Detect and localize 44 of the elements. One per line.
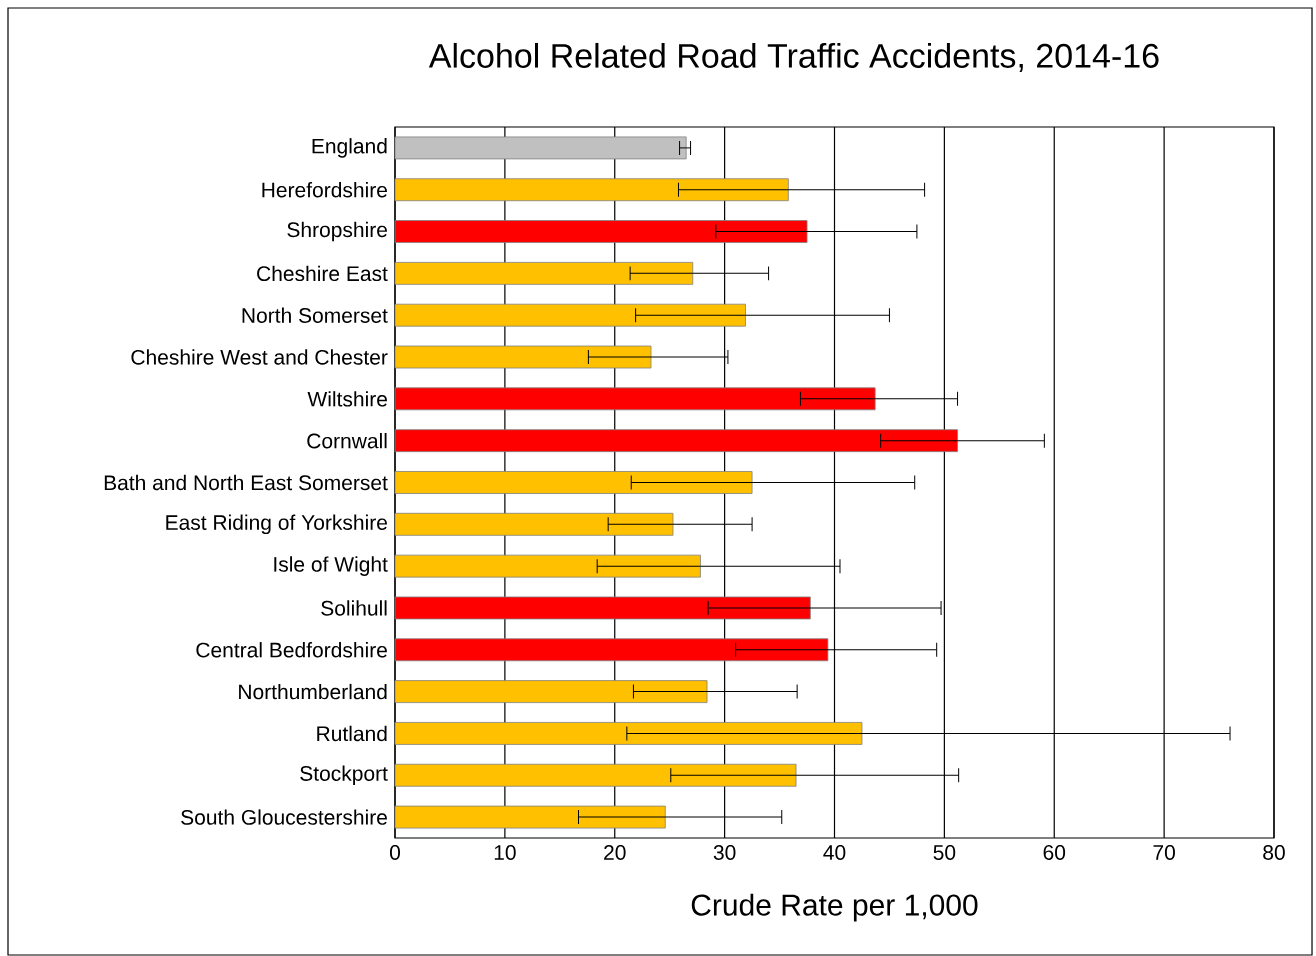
bar xyxy=(394,471,753,494)
x-tick-label: 10 xyxy=(494,845,516,860)
bar xyxy=(394,638,829,662)
y-tick-label: Northumberland xyxy=(239,683,387,700)
y-tick-label: Rutland xyxy=(317,725,387,742)
x-tick-label: 30 xyxy=(713,845,736,860)
bar xyxy=(394,345,652,369)
x-tick-label: 40 xyxy=(823,845,846,860)
x-tick-label: 0 xyxy=(389,845,401,860)
y-tick-label: Central Bedfordshire xyxy=(196,642,387,658)
bar xyxy=(394,512,674,536)
x-tick-label: 20 xyxy=(604,845,626,860)
y-tick-label: Cheshire East xyxy=(257,265,388,282)
y-tick-label: East Riding of Yorkshire xyxy=(166,514,387,535)
bar xyxy=(394,261,694,285)
bar xyxy=(394,805,666,829)
y-tick-label: Solihull xyxy=(321,600,387,616)
x-tick-label: 70 xyxy=(1153,845,1175,860)
bar xyxy=(394,220,808,243)
y-tick-label: Stockport xyxy=(300,765,388,786)
y-tick-label: Cheshire West and Chester xyxy=(131,349,388,365)
x-tick-label: 80 xyxy=(1263,845,1285,860)
bar xyxy=(394,596,811,620)
x-axis-title: Crude Rate per 1,000 xyxy=(691,893,978,922)
y-tick-label: Wiltshire xyxy=(307,391,387,407)
bar xyxy=(394,429,958,453)
bar xyxy=(394,554,701,578)
bar xyxy=(394,136,687,160)
y-tick-label: Herefordshire xyxy=(262,182,387,198)
y-tick-label: Bath and North East Somerset xyxy=(104,474,388,491)
bar xyxy=(394,680,708,704)
y-tick-label: Shropshire xyxy=(287,221,387,242)
bar xyxy=(394,178,789,202)
bar xyxy=(394,763,797,787)
x-tick-label: 50 xyxy=(933,845,956,860)
chart-title: Alcohol Related Road Traffic Accidents, 2014-16 xyxy=(428,42,1159,72)
y-tick-label: Cornwall xyxy=(307,432,387,449)
bar xyxy=(394,387,876,411)
y-tick-label: Isle of Wight xyxy=(274,556,388,576)
y-tick-label: England xyxy=(312,138,387,158)
y-tick-label: South Gloucestershire xyxy=(181,809,387,825)
x-tick-label: 60 xyxy=(1043,845,1066,860)
y-tick-label: North Somerset xyxy=(242,307,388,323)
bar xyxy=(394,303,746,327)
